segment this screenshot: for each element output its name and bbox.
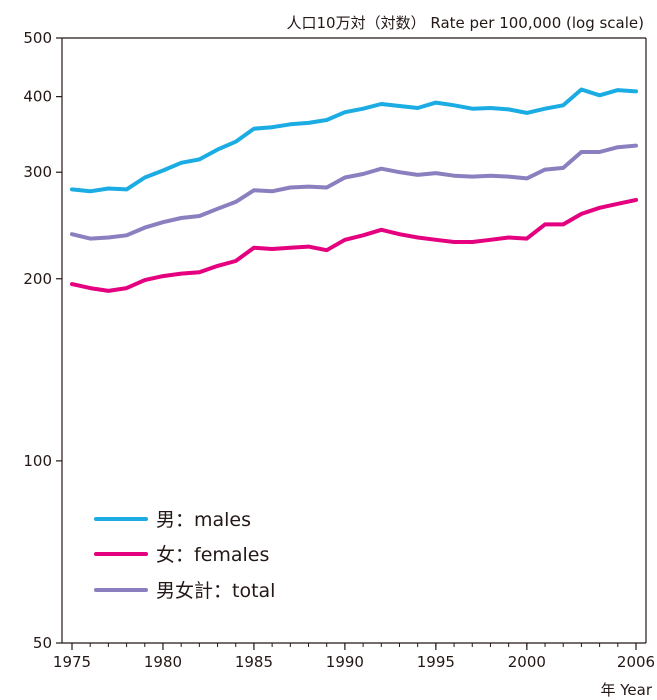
x-tick-label: 1990 [326, 653, 364, 671]
axes: 50 100 200 300 400 500 1975 1980 1985 1990 1995 200… [23, 29, 655, 671]
y-tick-label: 300 [23, 163, 52, 181]
y-tick-label: 50 [33, 634, 52, 652]
y-tick-label: 200 [23, 270, 52, 288]
chart-title: 人口10万対（対数） Rate per 100,000 (log scale) [287, 14, 645, 32]
legend-label-0: 男：males [156, 509, 251, 531]
y-tick-label: 100 [23, 452, 52, 470]
x-tick-label: 1995 [417, 653, 455, 671]
series-line-2 [70, 143, 638, 241]
series-line-0 [70, 87, 638, 194]
x-axis-title: 年 Year [600, 681, 652, 699]
x-tick-label: 2000 [508, 653, 546, 671]
y-tick-label: 400 [23, 88, 52, 106]
x-tick-label: 1985 [235, 653, 273, 671]
x-tick-label: 2006 [617, 653, 655, 671]
legend: 男：males 女：females 男女計：total [94, 509, 275, 602]
legend-label-1: 女：females [156, 544, 269, 566]
series-layer [70, 87, 638, 293]
series-line-1 [70, 197, 638, 293]
x-tick-label: 1980 [144, 653, 182, 671]
x-tick-label: 1975 [53, 653, 91, 671]
y-tick-label: 500 [23, 29, 52, 47]
legend-label-2: 男女計：total [156, 580, 275, 602]
